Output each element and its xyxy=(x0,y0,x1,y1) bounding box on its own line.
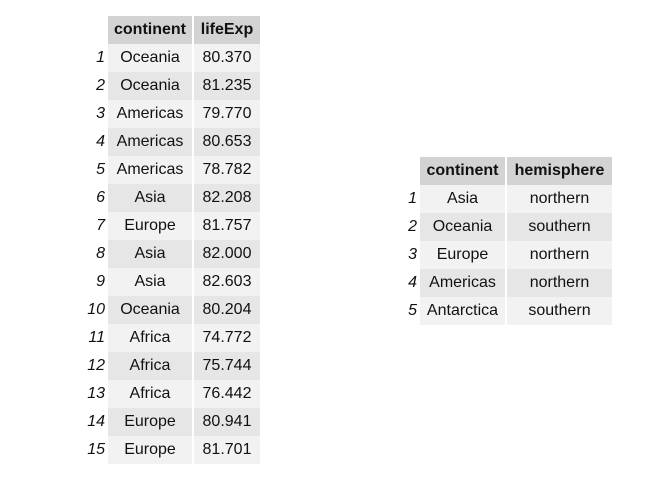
cell-lifeexp: 74.772 xyxy=(194,324,260,352)
row-index: 3 xyxy=(398,241,420,269)
column-header-continent: continent xyxy=(420,157,507,185)
cell-continent: Americas xyxy=(108,128,194,156)
table-row: 9 Asia 82.603 xyxy=(84,268,260,296)
cell-continent: Americas xyxy=(108,100,194,128)
row-index: 10 xyxy=(84,296,108,324)
table-row: 12 Africa 75.744 xyxy=(84,352,260,380)
row-index: 9 xyxy=(84,268,108,296)
cell-continent: Asia xyxy=(108,268,194,296)
row-index: 5 xyxy=(84,156,108,184)
cell-continent: Asia xyxy=(108,240,194,268)
cell-continent: Europe xyxy=(108,436,194,464)
cell-continent: Europe xyxy=(108,408,194,436)
cell-lifeexp: 78.782 xyxy=(194,156,260,184)
table-header-row: continent hemisphere xyxy=(398,157,612,185)
cell-hemisphere: northern xyxy=(507,241,612,269)
cell-continent: Oceania xyxy=(108,72,194,100)
cell-continent: Asia xyxy=(420,185,507,213)
cell-lifeexp: 81.701 xyxy=(194,436,260,464)
table-row: 5 Antarctica southern xyxy=(398,297,612,325)
row-index: 13 xyxy=(84,380,108,408)
cell-lifeexp: 82.603 xyxy=(194,268,260,296)
table-body: 1 Asia northern 2 Oceania southern 3 Europe nort… xyxy=(398,185,612,325)
row-index: 2 xyxy=(84,72,108,100)
table-row: 1 Asia northern xyxy=(398,185,612,213)
row-index: 14 xyxy=(84,408,108,436)
cell-continent: Africa xyxy=(108,324,194,352)
table-row: 8 Asia 82.000 xyxy=(84,240,260,268)
cell-continent: Oceania xyxy=(108,296,194,324)
cell-continent: Africa xyxy=(108,352,194,380)
row-index-header xyxy=(84,16,108,44)
cell-lifeexp: 81.235 xyxy=(194,72,260,100)
cell-lifeexp: 82.000 xyxy=(194,240,260,268)
cell-lifeexp: 80.204 xyxy=(194,296,260,324)
row-index: 4 xyxy=(84,128,108,156)
row-index: 6 xyxy=(84,184,108,212)
cell-lifeexp: 79.770 xyxy=(194,100,260,128)
table-row: 14 Europe 80.941 xyxy=(84,408,260,436)
table-row: 4 Americas 80.653 xyxy=(84,128,260,156)
table-row: 10 Oceania 80.204 xyxy=(84,296,260,324)
cell-continent: Europe xyxy=(420,241,507,269)
cell-continent: Africa xyxy=(108,380,194,408)
cell-lifeexp: 76.442 xyxy=(194,380,260,408)
table-row: 5 Americas 78.782 xyxy=(84,156,260,184)
cell-lifeexp: 82.208 xyxy=(194,184,260,212)
table-row: 3 Europe northern xyxy=(398,241,612,269)
cell-lifeexp: 80.370 xyxy=(194,44,260,72)
cell-lifeexp: 80.653 xyxy=(194,128,260,156)
row-index: 8 xyxy=(84,240,108,268)
cell-continent: Americas xyxy=(420,269,507,297)
column-header-lifeexp: lifeExp xyxy=(194,16,260,44)
row-index: 5 xyxy=(398,297,420,325)
row-index: 15 xyxy=(84,436,108,464)
table-row: 1 Oceania 80.370 xyxy=(84,44,260,72)
row-index: 12 xyxy=(84,352,108,380)
table-body: 1 Oceania 80.370 2 Oceania 81.235 3 Americas 79.… xyxy=(84,44,260,464)
column-header-continent: continent xyxy=(108,16,194,44)
cell-hemisphere: southern xyxy=(507,297,612,325)
cell-continent: Antarctica xyxy=(420,297,507,325)
column-header-hemisphere: hemisphere xyxy=(507,157,612,185)
life-expectancy-table: continent lifeExp 1 Oceania 80.370 2 Oceania… xyxy=(84,16,260,464)
cell-continent: Oceania xyxy=(420,213,507,241)
cell-hemisphere: northern xyxy=(507,185,612,213)
row-index: 1 xyxy=(84,44,108,72)
table-row: 4 Americas northern xyxy=(398,269,612,297)
row-index: 1 xyxy=(398,185,420,213)
cell-continent: Asia xyxy=(108,184,194,212)
cell-lifeexp: 80.941 xyxy=(194,408,260,436)
row-index: 3 xyxy=(84,100,108,128)
cell-hemisphere: southern xyxy=(507,213,612,241)
row-index: 2 xyxy=(398,213,420,241)
cell-continent: Americas xyxy=(108,156,194,184)
table-header-row: continent lifeExp xyxy=(84,16,260,44)
row-index: 11 xyxy=(84,324,108,352)
table-row: 2 Oceania southern xyxy=(398,213,612,241)
row-index: 7 xyxy=(84,212,108,240)
row-index-header xyxy=(398,157,420,185)
table-row: 11 Africa 74.772 xyxy=(84,324,260,352)
table-row: 15 Europe 81.701 xyxy=(84,436,260,464)
cell-hemisphere: northern xyxy=(507,269,612,297)
cell-lifeexp: 81.757 xyxy=(194,212,260,240)
cell-lifeexp: 75.744 xyxy=(194,352,260,380)
table-row: 6 Asia 82.208 xyxy=(84,184,260,212)
hemisphere-table: continent hemisphere 1 Asia northern 2 Ocean… xyxy=(398,157,612,325)
table-row: 3 Americas 79.770 xyxy=(84,100,260,128)
cell-continent: Europe xyxy=(108,212,194,240)
cell-continent: Oceania xyxy=(108,44,194,72)
row-index: 4 xyxy=(398,269,420,297)
table-row: 2 Oceania 81.235 xyxy=(84,72,260,100)
table-row: 13 Africa 76.442 xyxy=(84,380,260,408)
table-row: 7 Europe 81.757 xyxy=(84,212,260,240)
